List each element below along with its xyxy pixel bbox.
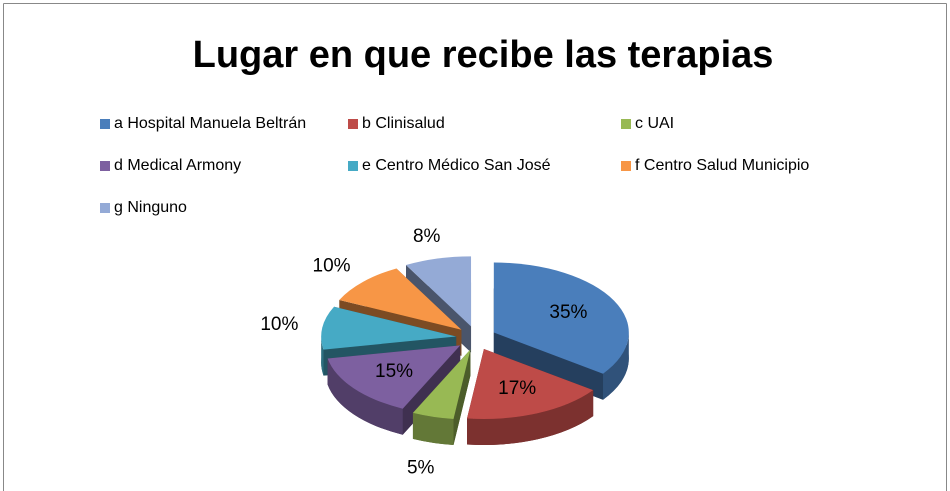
slice <box>467 349 594 420</box>
data-label: 17% <box>498 378 536 399</box>
slice <box>405 256 472 327</box>
legend-label: f Centro Salud Municipio <box>635 157 809 174</box>
legend-swatch <box>621 161 631 171</box>
slice <box>493 262 629 374</box>
slice-side <box>412 412 454 445</box>
legend-swatch <box>621 119 631 129</box>
slice <box>327 345 461 409</box>
slice-side <box>603 332 629 400</box>
legend-swatch <box>100 119 110 129</box>
legend-label: c UAI <box>635 115 674 132</box>
legend-swatch <box>100 203 110 213</box>
data-label: 10% <box>313 256 351 277</box>
legend-label: d Medical Armony <box>114 157 241 174</box>
data-label: 8% <box>413 226 441 247</box>
data-label: 15% <box>375 361 413 382</box>
data-label: 5% <box>407 457 435 478</box>
slice-side <box>467 390 594 446</box>
slice-side <box>321 336 324 376</box>
data-label: 10% <box>260 314 298 335</box>
legend-swatch <box>348 119 358 129</box>
slice-side <box>327 358 403 435</box>
data-label: 35% <box>549 302 587 323</box>
legend-swatch <box>100 161 110 171</box>
slice <box>321 306 457 350</box>
slice <box>339 268 462 330</box>
slice <box>412 349 471 419</box>
chart-title: Lugar en que recibe las terapias <box>193 34 774 76</box>
legend-label: g Ninguno <box>114 199 187 216</box>
legend-swatch <box>348 161 358 171</box>
legend-label: b Clinisalud <box>362 115 445 132</box>
legend-label: e Centro Médico San José <box>362 157 551 174</box>
legend-label: a Hospital Manuela Beltrán <box>114 115 306 132</box>
slice-wall <box>493 332 604 400</box>
